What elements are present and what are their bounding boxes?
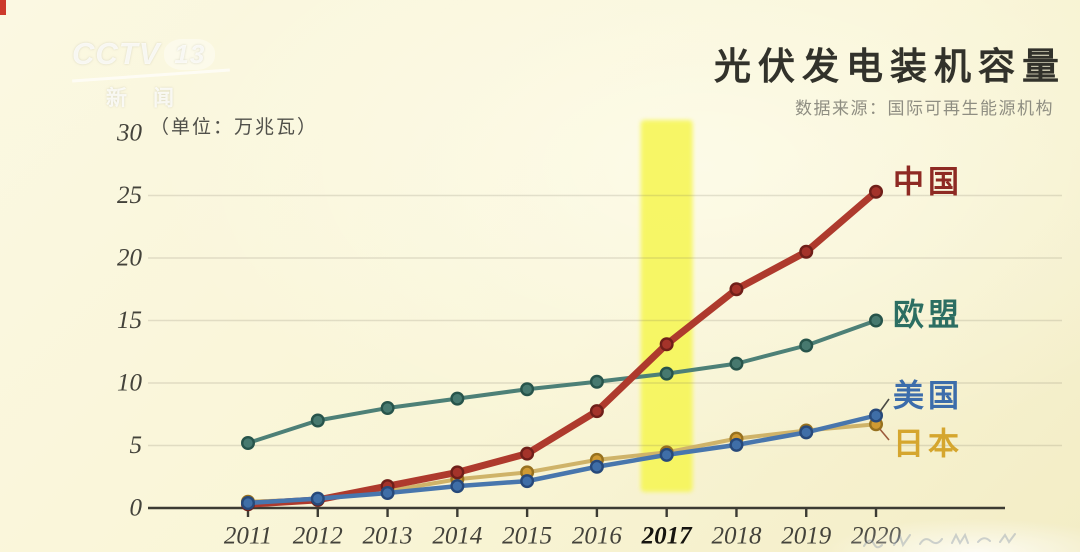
cctv-logo-text: CCTV 13 bbox=[72, 36, 242, 72]
marker-eu-2014 bbox=[450, 391, 465, 406]
cctv13-logo: CCTV 13 新闻 bbox=[72, 36, 242, 112]
marker-eu-2019 bbox=[799, 338, 814, 353]
marker-eu-2011 bbox=[240, 436, 255, 451]
series-line-us bbox=[245, 413, 879, 506]
marker-eu-2020 bbox=[869, 313, 884, 328]
marker-us-2015 bbox=[520, 474, 535, 489]
marker-eu-2017 bbox=[659, 366, 674, 381]
y-tick-label-25: 25 bbox=[117, 182, 142, 209]
marker-us-2016 bbox=[589, 459, 604, 474]
marker-china-2018 bbox=[729, 282, 744, 297]
y-axis-unit-label: （单位：万兆瓦） bbox=[150, 117, 319, 138]
marker-eu-2018 bbox=[729, 356, 744, 371]
y-tick-label-30: 30 bbox=[116, 120, 143, 147]
marker-us-2011 bbox=[240, 496, 255, 511]
x-tick-label-2012: 2012 bbox=[293, 523, 343, 550]
cctv-channel-number: 13 bbox=[164, 38, 216, 70]
y-tick-label-20: 20 bbox=[117, 245, 143, 272]
marker-china-2016 bbox=[589, 404, 604, 419]
y-tick-label-0: 0 bbox=[130, 495, 143, 522]
marker-china-2014 bbox=[450, 465, 465, 480]
watermark-scribble bbox=[863, 532, 1016, 549]
x-tick-label-2011: 2011 bbox=[224, 523, 272, 550]
series-label-china: 中国 bbox=[893, 165, 963, 200]
series-label-japan: 日本 bbox=[893, 427, 963, 462]
data-source-caption: 数据来源：国际可再生能源机构 bbox=[795, 99, 1054, 118]
leader-line-japan bbox=[879, 428, 890, 441]
cctv-wordmark: CCTV bbox=[72, 36, 161, 71]
x-tick-label-2014: 2014 bbox=[432, 523, 482, 550]
marker-us-2020 bbox=[869, 408, 884, 423]
leader-line-us bbox=[879, 398, 890, 412]
marker-china-2015 bbox=[520, 446, 535, 461]
marker-us-2019 bbox=[799, 425, 814, 440]
series-label-us: 美国 bbox=[893, 379, 963, 414]
y-tick-label-5: 5 bbox=[130, 432, 143, 459]
highlight-band-2017 bbox=[640, 120, 693, 492]
marker-us-2017 bbox=[659, 447, 674, 462]
marker-eu-2015 bbox=[520, 382, 535, 397]
series-line-eu bbox=[246, 318, 879, 445]
cctv-news-label: 新闻 bbox=[106, 87, 200, 110]
marker-china-2020 bbox=[869, 184, 884, 199]
chart-title: 光伏发电装机容量 bbox=[714, 46, 1066, 87]
y-tick-label-15: 15 bbox=[117, 307, 142, 334]
red-corner-mark bbox=[0, 0, 6, 15]
x-tick-label-2017: 2017 bbox=[641, 523, 694, 550]
marker-eu-2012 bbox=[310, 413, 325, 428]
marker-china-2017 bbox=[659, 337, 674, 352]
marker-us-2013 bbox=[380, 486, 395, 501]
marker-us-2012 bbox=[310, 491, 325, 506]
series-line-china bbox=[244, 188, 880, 508]
x-tick-label-2016: 2016 bbox=[572, 523, 623, 550]
marker-us-2014 bbox=[450, 479, 465, 494]
marker-us-2018 bbox=[729, 437, 744, 452]
x-tick-label-2013: 2013 bbox=[363, 523, 413, 550]
marker-china-2019 bbox=[799, 244, 814, 259]
y-tick-label-10: 10 bbox=[117, 370, 143, 397]
bottom-right-fade bbox=[820, 518, 1080, 552]
marker-eu-2013 bbox=[380, 401, 395, 416]
x-tick-label-2018: 2018 bbox=[711, 523, 762, 550]
marker-eu-2016 bbox=[589, 374, 604, 389]
series-label-eu: 欧盟 bbox=[893, 298, 963, 333]
x-tick-label-2015: 2015 bbox=[502, 523, 552, 550]
